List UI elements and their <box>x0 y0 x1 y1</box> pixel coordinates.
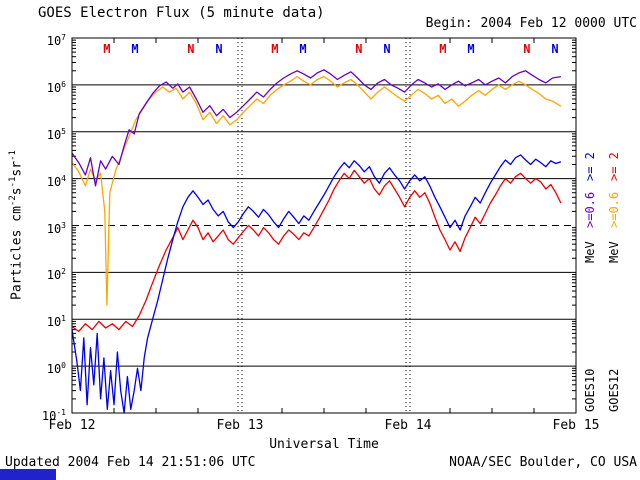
y-tick-label-1e2: 102 <box>46 267 66 283</box>
goes12-ge06-label: >=0.6 <box>607 191 621 228</box>
credit-label: NOAA/SEC Boulder, CO USA <box>449 455 637 470</box>
y-tick-label-1e-1: 10-1 <box>41 408 66 423</box>
begin-time-label: Begin: 2004 Feb 12 0000 UTC <box>425 16 637 31</box>
y-tick-label-1e0: 100 <box>46 361 66 377</box>
goes10-name-label: GOES10 <box>583 368 597 412</box>
satellite-midnight-marker: M <box>271 42 278 56</box>
updated-timestamp: Updated 2004 Feb 14 21:51:06 UTC <box>5 455 256 470</box>
goes10-ge06-label: >=0.6 <box>583 191 597 228</box>
y-tick-label-1e3: 103 <box>46 220 66 236</box>
satellite-noon-marker: N <box>215 42 222 56</box>
goes12-name-label: GOES12 <box>607 368 621 412</box>
bottom-left-blue-bar <box>0 469 56 480</box>
goes10-ge2-label: >= 2 <box>583 152 597 181</box>
x-tick-label: Feb 13 <box>216 418 264 433</box>
x-tick-label: Feb 15 <box>552 418 600 433</box>
plot-border <box>71 37 577 414</box>
y-tick-label-1e1: 101 <box>46 314 66 330</box>
x-axis-title: Universal Time <box>269 437 379 452</box>
series-goes12-2-mev <box>71 169 562 333</box>
satellite-noon-marker: N <box>523 42 530 56</box>
page-title: GOES Electron Flux (5 minute data) <box>38 5 325 21</box>
satellite-midnight-marker: M <box>103 42 110 56</box>
y-tick-label-1e6: 106 <box>46 79 66 95</box>
goes12-mev-label: MeV <box>607 241 621 263</box>
satellite-noon-marker: N <box>383 42 390 56</box>
satellite-noon-marker: N <box>551 42 558 56</box>
series-goes10-0.6-mev <box>71 69 562 187</box>
satellite-midnight-marker: M <box>131 42 138 56</box>
satellite-noon-marker: N <box>187 42 194 56</box>
x-tick-label: Feb 14 <box>384 418 432 433</box>
satellite-noon-marker: N <box>355 42 362 56</box>
satellite-midnight-marker: M <box>299 42 306 56</box>
goes12-ge2-label: >= 2 <box>607 152 621 181</box>
x-tick-label: Feb 12 <box>48 418 96 433</box>
y-axis-title: Particles cm-2s-1sr-1 <box>8 150 25 300</box>
satellite-midnight-marker: M <box>439 42 446 56</box>
satellite-midnight-marker: M <box>467 42 474 56</box>
y-tick-label-1e5: 105 <box>46 126 66 142</box>
series-goes12-0.6-mev <box>71 75 562 306</box>
y-tick-label-1e7: 107 <box>46 33 66 48</box>
goes10-mev-label: MeV <box>583 241 597 263</box>
series-goes10-2-mev <box>71 154 562 414</box>
y-tick-label-1e4: 104 <box>46 173 66 189</box>
